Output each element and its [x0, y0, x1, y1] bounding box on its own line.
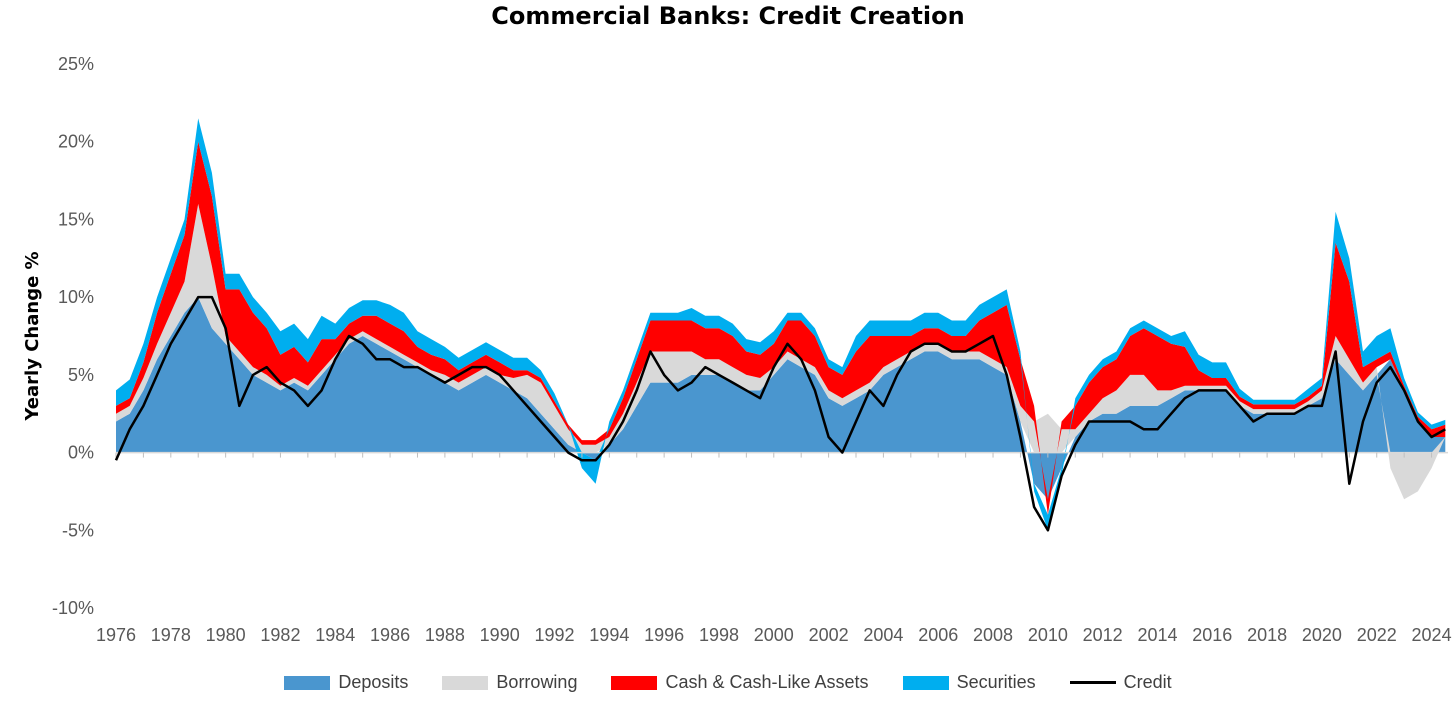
y-tick-label: 20% — [58, 132, 94, 152]
x-tick-label: 1982 — [260, 625, 300, 645]
x-tick-label: 1988 — [425, 625, 465, 645]
x-tick-label: 1980 — [206, 625, 246, 645]
y-tick-label: 10% — [58, 287, 94, 307]
legend-item-credit: Credit — [1069, 672, 1172, 693]
legend-label-securities: Securities — [956, 672, 1036, 692]
x-tick-label: 2008 — [973, 625, 1013, 645]
x-tick-label: 2000 — [754, 625, 794, 645]
x-axis: 1976 1978 1980 1982 1984 1986 1988 1990 1992 1994… — [96, 451, 1452, 645]
legend-item-borrowing: Borrowing — [442, 672, 577, 693]
y-axis-label: Yearly Change % — [22, 251, 43, 421]
x-tick-label: 1986 — [370, 625, 410, 645]
legend-swatch-cash — [611, 675, 658, 690]
x-tick-label: 1978 — [151, 625, 191, 645]
legend-swatch-securities — [902, 675, 949, 690]
y-tick-label: -10% — [52, 598, 94, 618]
legend: Deposits Borrowing Cash & Cash-Like Asse… — [0, 672, 1456, 693]
legend-label-credit: Credit — [1123, 672, 1172, 692]
legend-item-deposits: Deposits — [284, 672, 408, 693]
area-cash-cash-like-assets — [116, 141, 1446, 515]
x-tick-label: 1976 — [96, 625, 136, 645]
y-axis: -10% -5% 0% 5% 10% 15% 20% 25% — [52, 54, 94, 618]
area-securities — [116, 118, 1446, 531]
credit-line-group — [114, 295, 1446, 532]
x-tick-label: 2018 — [1247, 625, 1287, 645]
chart-title: Commercial Banks: Credit Creation — [491, 2, 965, 30]
x-tick-label: 2010 — [1028, 625, 1068, 645]
x-tick-label: 2004 — [863, 625, 903, 645]
legend-swatch-deposits — [284, 675, 331, 690]
x-tick-label: 2006 — [918, 625, 958, 645]
x-tick-label: 1998 — [699, 625, 739, 645]
y-tick-label: -5% — [62, 520, 94, 540]
x-tick-label: 2012 — [1083, 625, 1123, 645]
y-tick-label: 15% — [58, 209, 94, 229]
legend-label-deposits: Deposits — [338, 672, 409, 692]
legend-swatch-credit — [1069, 681, 1116, 684]
legend-item-cash: Cash & Cash-Like Assets — [611, 672, 869, 693]
series-credit-line — [114, 295, 1446, 532]
x-tick-label: 2024 — [1412, 625, 1452, 645]
x-tick-label: 1996 — [644, 625, 684, 645]
legend-item-securities: Securities — [902, 672, 1036, 693]
x-tick-label: 1994 — [589, 625, 629, 645]
x-tick-label: 2014 — [1137, 625, 1177, 645]
y-tick-label: 5% — [68, 365, 94, 385]
x-tick-label: 1992 — [534, 625, 574, 645]
legend-label-borrowing: Borrowing — [496, 672, 578, 692]
x-tick-label: 2002 — [809, 625, 849, 645]
y-tick-label: 0% — [68, 443, 94, 463]
area-layers — [116, 118, 1446, 531]
x-tick-label: 2020 — [1302, 625, 1342, 645]
x-tick-label: 1984 — [315, 625, 355, 645]
legend-label-cash: Cash & Cash-Like Assets — [665, 672, 869, 692]
area-deposits — [116, 297, 1446, 500]
x-tick-label: 2022 — [1357, 625, 1397, 645]
x-tick-label: 1990 — [480, 625, 520, 645]
legend-swatch-borrowing — [442, 675, 489, 690]
x-tick-label: 2016 — [1192, 625, 1232, 645]
y-tick-label: 25% — [58, 54, 94, 74]
